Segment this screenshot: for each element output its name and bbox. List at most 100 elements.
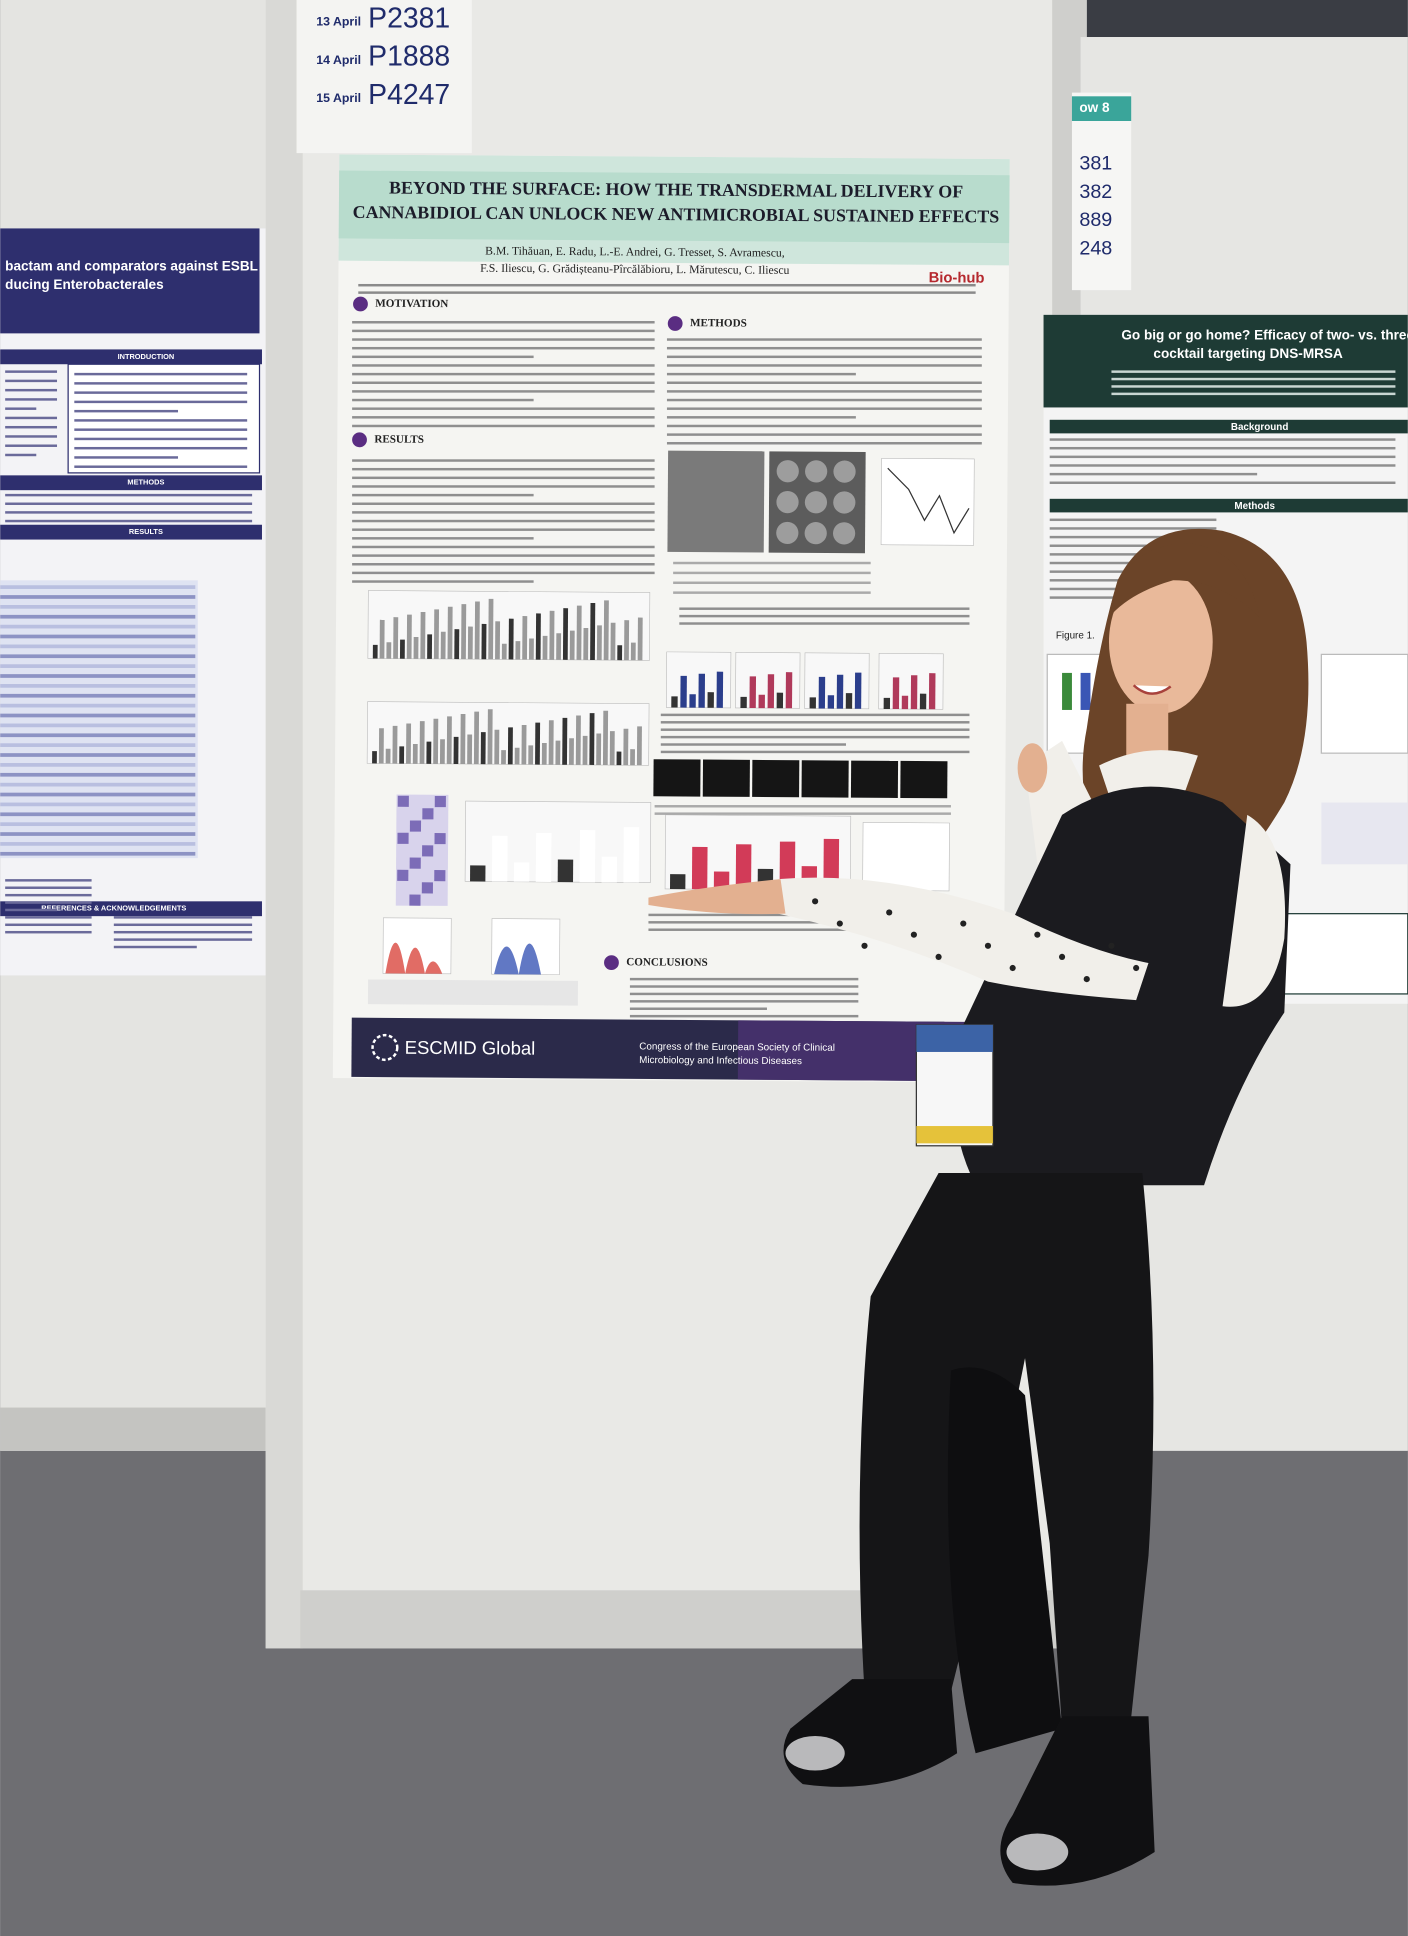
left-table-row bbox=[0, 654, 196, 659]
text-line bbox=[666, 372, 856, 376]
chart-bar bbox=[671, 696, 678, 708]
chart-bar bbox=[521, 724, 527, 765]
heatmap-cell bbox=[409, 857, 421, 869]
chart-bar bbox=[637, 617, 643, 661]
chart-bar bbox=[596, 625, 602, 661]
section-number bbox=[667, 316, 683, 331]
text-line bbox=[629, 1007, 767, 1010]
chart-bar bbox=[579, 829, 596, 883]
chart-bar bbox=[823, 838, 840, 891]
bag bbox=[947, 1367, 1063, 1754]
left-poster-title: bactam and comparators against ESBL bbox=[5, 258, 258, 273]
heatmap-cell bbox=[397, 869, 409, 881]
text-line bbox=[352, 511, 655, 514]
text-line bbox=[660, 743, 846, 746]
text-line bbox=[5, 453, 37, 457]
row-card-header bbox=[1071, 96, 1132, 121]
chart-bar bbox=[419, 721, 425, 764]
blouse-dot bbox=[1009, 964, 1016, 972]
chart-bar bbox=[779, 841, 796, 890]
text-line bbox=[352, 519, 655, 523]
chart-bar bbox=[460, 714, 466, 765]
tem-particle bbox=[832, 522, 856, 545]
blouse-dot bbox=[1034, 931, 1041, 938]
heatmap-cell bbox=[397, 832, 409, 844]
chart-bar bbox=[515, 641, 521, 660]
text-line bbox=[352, 321, 655, 324]
text-line bbox=[74, 428, 248, 431]
text-line bbox=[1049, 472, 1258, 476]
text-line bbox=[5, 425, 58, 429]
left-table-row bbox=[0, 772, 196, 777]
text-line bbox=[352, 485, 655, 488]
text-line bbox=[5, 407, 37, 410]
text-line bbox=[1049, 544, 1217, 547]
text-line bbox=[5, 388, 58, 392]
chart-bar bbox=[495, 621, 501, 660]
pointing-hand bbox=[648, 879, 786, 915]
session-board bbox=[296, 0, 472, 154]
microscopy-tile bbox=[850, 760, 899, 798]
tem-image-1 bbox=[667, 450, 765, 553]
text-line bbox=[666, 407, 982, 410]
text-line bbox=[1049, 518, 1217, 522]
blouse-dot bbox=[1058, 953, 1066, 960]
badge-header bbox=[916, 1024, 993, 1052]
session-code: P2381 bbox=[368, 2, 450, 34]
chart-bar bbox=[758, 694, 765, 709]
heatmap-cell bbox=[421, 882, 433, 894]
pointing-arm bbox=[778, 877, 1149, 1001]
footer-line: Microbiology and Infectious Diseases bbox=[639, 1055, 802, 1067]
text-line bbox=[5, 916, 92, 919]
poster-authors: B.M. Tihăuan, E. Radu, L.-E. Andrei, G. … bbox=[485, 244, 785, 259]
blouse-dot bbox=[861, 942, 868, 949]
text-line bbox=[629, 1000, 859, 1003]
chart-bar bbox=[372, 644, 378, 659]
text-line bbox=[679, 622, 970, 625]
microscopy-tile bbox=[653, 759, 701, 797]
section-number bbox=[352, 432, 367, 448]
raised-hand bbox=[1017, 743, 1048, 793]
left-section-bar bbox=[0, 475, 262, 491]
chart-bar bbox=[406, 614, 412, 659]
chart-bar bbox=[474, 601, 480, 660]
chart-bar bbox=[569, 738, 574, 765]
right-chart-3 bbox=[1321, 802, 1408, 865]
left-section-bar bbox=[0, 524, 262, 540]
chart-bar bbox=[535, 832, 552, 882]
chart-bar bbox=[433, 609, 440, 659]
chart-bar bbox=[562, 717, 568, 765]
right-ack-box bbox=[1283, 913, 1408, 995]
left-table-row bbox=[0, 674, 196, 678]
tem-particle bbox=[776, 460, 799, 483]
right-section-heading: Background bbox=[1231, 422, 1289, 433]
text-line bbox=[629, 1014, 859, 1018]
dls-curve bbox=[887, 467, 970, 535]
poster-header-band bbox=[338, 170, 1010, 244]
right-section-bar bbox=[1049, 498, 1408, 513]
text-line bbox=[666, 398, 982, 402]
session-code: P1888 bbox=[368, 41, 450, 73]
tem-particle bbox=[833, 491, 856, 514]
left-table-row bbox=[0, 614, 196, 619]
chart-bar bbox=[385, 748, 391, 764]
text-line bbox=[1049, 438, 1396, 441]
chart-bar bbox=[582, 735, 588, 765]
text-line bbox=[352, 476, 655, 480]
left-table-row bbox=[0, 792, 196, 797]
chart-bar bbox=[555, 740, 561, 765]
text-line bbox=[352, 467, 655, 471]
left-section-heading: INTRODUCTION bbox=[118, 352, 175, 361]
chart-bar bbox=[467, 626, 473, 660]
heatmap-cell bbox=[434, 870, 446, 882]
section-heading: MOTIVATION bbox=[375, 298, 448, 311]
blouse-right-arm bbox=[1222, 814, 1286, 1007]
chart-bar bbox=[453, 736, 459, 765]
heatmap-cell bbox=[434, 795, 446, 808]
text-line bbox=[352, 338, 655, 341]
tem-particle bbox=[804, 522, 827, 545]
chart-bar bbox=[809, 697, 816, 709]
text-line bbox=[1111, 385, 1396, 388]
chart-bar bbox=[854, 672, 862, 709]
